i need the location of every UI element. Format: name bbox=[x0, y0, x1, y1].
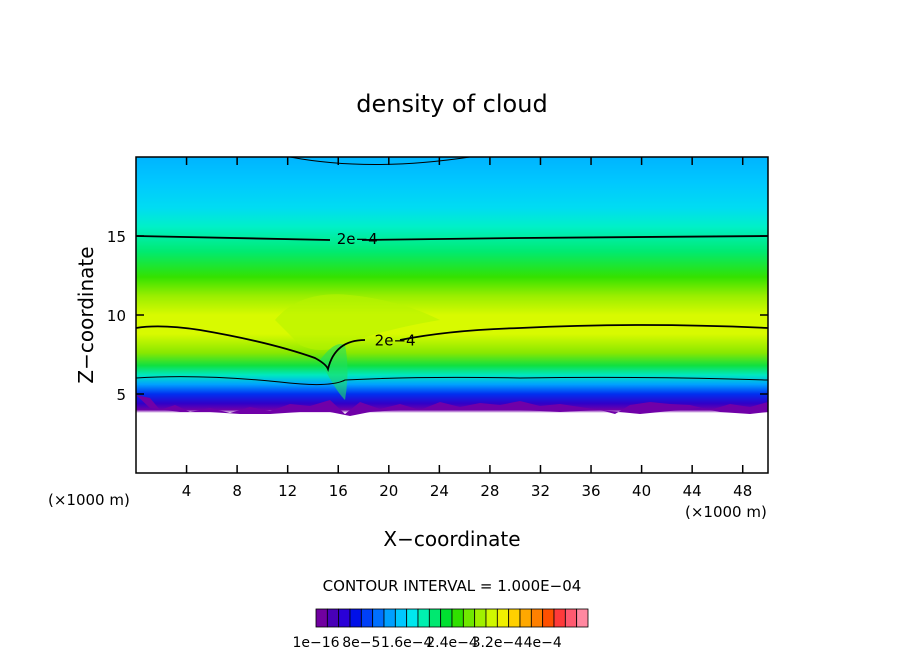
x-tick-label: 20 bbox=[379, 482, 398, 500]
contour-interval-label: CONTOUR INTERVAL = 1.000E−04 bbox=[323, 577, 582, 595]
contour-label: 2e−4 bbox=[337, 230, 378, 248]
colorbar-swatch bbox=[372, 608, 385, 628]
contour-line-upper bbox=[135, 235, 769, 241]
colorbar-swatch bbox=[338, 608, 351, 628]
cloud-plume-core bbox=[320, 344, 348, 400]
x-tick-label: 8 bbox=[232, 482, 242, 500]
x-unit-right: (×1000 m) bbox=[685, 503, 767, 521]
colorbar-swatch bbox=[406, 608, 419, 628]
cloud-plume-region bbox=[275, 294, 440, 350]
colorbar-swatch bbox=[474, 608, 487, 628]
x-tick-label: 28 bbox=[480, 482, 499, 500]
colorbar-label: 8e−5 bbox=[342, 635, 380, 651]
colorbar-swatch bbox=[451, 608, 464, 628]
colorbar-swatch bbox=[542, 608, 555, 628]
y-tick-label: 15 bbox=[107, 228, 126, 246]
field-background bbox=[136, 157, 768, 473]
colorbar-swatch bbox=[326, 608, 340, 628]
colorbar-swatch bbox=[462, 608, 476, 628]
y-tick-label: 5 bbox=[116, 386, 126, 404]
colorbar-swatch bbox=[508, 608, 521, 628]
x-tick-label: 32 bbox=[531, 482, 550, 500]
x-axis-ticks: 4 8 12 16 20 24 28 32 36 40 44 48 bbox=[182, 157, 752, 500]
x-tick-label: 4 bbox=[182, 482, 192, 500]
colorbar-label: 3.2e−4 bbox=[472, 635, 524, 651]
colorbar-swatch bbox=[519, 608, 532, 628]
contour-line-top bbox=[289, 156, 471, 165]
colorbar-swatch bbox=[383, 608, 396, 628]
cloud-base-fringe bbox=[136, 395, 768, 416]
contour-line-lower bbox=[135, 324, 769, 372]
colorbar-swatch bbox=[315, 608, 328, 628]
x-tick-label: 24 bbox=[430, 482, 449, 500]
colorbar-swatch bbox=[349, 608, 362, 628]
x-tick-label: 12 bbox=[278, 482, 297, 500]
x-unit-left: (×1000 m) bbox=[48, 491, 130, 509]
colorbar-label: 1.6e−4 bbox=[381, 635, 433, 651]
colorbar-label: 2.4e−4 bbox=[426, 635, 478, 651]
colorbar-swatch bbox=[564, 608, 578, 628]
colorbar-swatch bbox=[360, 608, 374, 628]
colorbar-swatch bbox=[576, 608, 589, 628]
colorbar-swatch bbox=[530, 608, 544, 628]
colorbar-swatch bbox=[553, 608, 566, 628]
x-tick-label: 44 bbox=[683, 482, 702, 500]
plot-area: 2e−4 2e−4 bbox=[135, 156, 769, 474]
contour-label: 2e−4 bbox=[375, 331, 416, 349]
colorbar-swatch bbox=[428, 608, 442, 628]
colorbar-swatch bbox=[394, 608, 408, 628]
x-tick-label: 36 bbox=[581, 482, 600, 500]
y-axis-ticks: 5 10 15 bbox=[107, 228, 768, 404]
colorbar-swatch bbox=[417, 608, 430, 628]
colorbar-label: 1e−16 bbox=[292, 635, 339, 651]
contour-labels: 2e−4 2e−4 bbox=[337, 230, 416, 349]
colorbar-swatch bbox=[440, 608, 453, 628]
contour-line-base bbox=[135, 376, 769, 386]
colorbar bbox=[315, 608, 589, 628]
colorbar-label: 4e−4 bbox=[524, 635, 562, 651]
x-tick-label: 16 bbox=[329, 482, 348, 500]
y-tick-label: 10 bbox=[107, 307, 126, 325]
colorbar-swatch bbox=[496, 608, 510, 628]
colorbar-labels: 1e−16 8e−5 1.6e−42.4e−43.2e−4 4e−4 bbox=[292, 635, 561, 651]
colorbar-swatch bbox=[485, 608, 498, 628]
chart-title: density of cloud bbox=[356, 90, 547, 118]
y-axis-label: Z−coordinate bbox=[74, 246, 98, 383]
x-tick-label: 40 bbox=[632, 482, 651, 500]
x-axis-label: X−coordinate bbox=[383, 527, 520, 551]
x-tick-label: 48 bbox=[733, 482, 752, 500]
